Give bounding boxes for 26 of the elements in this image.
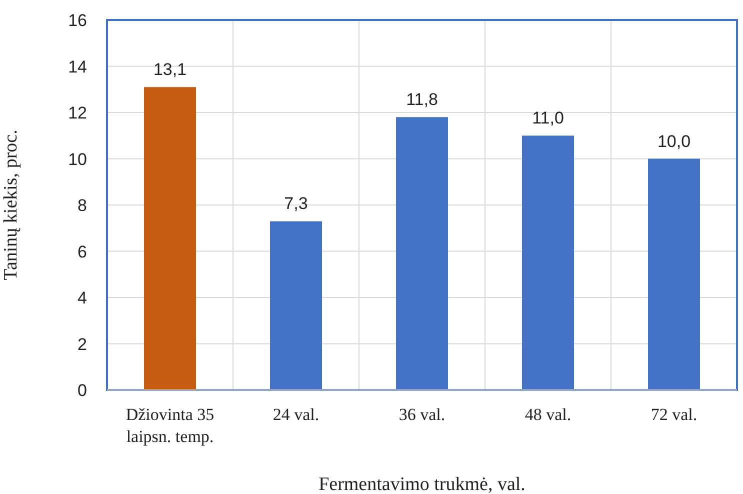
- y-tick-label: 2: [78, 334, 87, 354]
- data-label: 11,0: [532, 108, 564, 128]
- y-tick-label: 14: [68, 57, 87, 76]
- bar: [522, 136, 574, 390]
- x-axis-title: Fermentavimo trukmė, val.: [318, 474, 526, 494]
- y-tick-label: 8: [78, 196, 87, 216]
- y-tick-label: 12: [68, 104, 87, 123]
- x-tick-label: 36 val.: [398, 405, 446, 424]
- data-label: 10,0: [657, 132, 691, 151]
- bar: [396, 117, 448, 390]
- bar: [648, 158, 700, 390]
- y-tick-label: 10: [68, 150, 87, 169]
- x-tick-label: 48 val.: [524, 405, 572, 424]
- y-tick-label: 6: [78, 242, 87, 262]
- x-tick-label: 24 val.: [272, 405, 320, 424]
- bar: [144, 87, 196, 390]
- data-label: 11,8: [406, 90, 438, 110]
- bar: [270, 221, 322, 390]
- y-tick-label: 4: [78, 288, 87, 308]
- y-tick-label: 16: [68, 11, 87, 30]
- y-tick-label: 0: [78, 381, 87, 400]
- y-axis-title: Taninų kiekis, proc.: [0, 130, 22, 280]
- data-label: 7,3: [284, 194, 308, 214]
- x-tick-label: Džiovinta 35 laipsn. temp.: [126, 405, 214, 446]
- x-tick-label: 72 val.: [650, 405, 698, 424]
- data-label: 13,1: [153, 60, 187, 80]
